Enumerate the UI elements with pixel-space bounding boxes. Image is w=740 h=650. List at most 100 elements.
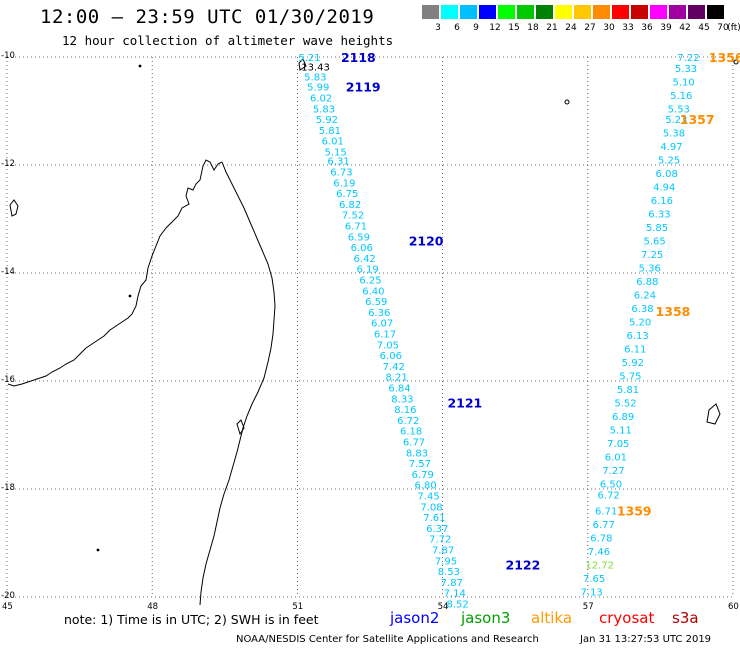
wave-height-value: 6.08: [656, 169, 678, 180]
legend-swatch: [441, 5, 458, 19]
wave-height-value: 5.92: [622, 358, 644, 369]
wave-height-value: 6.50: [600, 480, 622, 491]
legend-label: 6: [454, 23, 460, 33]
wave-height-value: 6.38: [631, 304, 653, 315]
islet: [9, 199, 19, 217]
wave-height-value: 8.53: [438, 567, 460, 578]
wave-height-value: 7.57: [409, 459, 431, 470]
legend-swatch: [593, 5, 610, 19]
wave-height-value: 7.05: [377, 340, 399, 351]
legend-label: 3: [435, 23, 441, 33]
wave-height-value: 5.65: [643, 237, 665, 248]
pass-time-label: 2121: [447, 396, 482, 411]
wave-height-value: 7.52: [342, 211, 364, 222]
wave-height-value: 5.85: [646, 223, 668, 234]
satellite-s3a-label: s3a: [672, 609, 699, 627]
wave-height-value: 7.87: [441, 578, 463, 589]
wave-height-value: 6.01: [605, 453, 627, 464]
legend-swatch: [479, 5, 496, 19]
satellite-jason2-label: jason2: [390, 609, 440, 627]
islet: [236, 419, 245, 436]
footnote: note: 1) Time is in UTC; 2) SWH is in fe…: [64, 612, 319, 627]
wave-height-value: 6.88: [636, 277, 658, 288]
wave-height-value: 5.10: [673, 77, 695, 88]
islet: [298, 58, 307, 71]
islet: [128, 294, 132, 298]
legend-swatch: [536, 5, 553, 19]
wave-height-value: 7.65: [583, 574, 605, 585]
wave-height-value: 7.42: [383, 362, 405, 373]
wave-height-value: 12.72: [585, 561, 614, 572]
latitude-tick-label: -18: [1, 483, 15, 493]
longitude-tick-label: 57: [582, 602, 594, 612]
longitude-tick-label: 60: [728, 602, 739, 612]
legend-swatch: [612, 5, 629, 19]
legend-label: 33: [622, 23, 634, 33]
wave-height-value: 6.06: [351, 243, 373, 254]
longitude-tick-label: 54: [437, 602, 449, 612]
wave-height-value: 6.31: [327, 157, 349, 168]
wave-height-value: 5.83: [313, 104, 335, 115]
latitude-tick-label: -14: [1, 267, 15, 277]
wave-height-value: 4.97: [660, 142, 682, 153]
islet: [138, 64, 142, 68]
legend-label: 70: [717, 23, 729, 33]
wave-height-value: 7.61: [423, 513, 445, 524]
wave-height-value: 5.36: [639, 264, 661, 275]
wave-height-value: 6.25: [359, 275, 381, 286]
wave-height-value: 8.52: [446, 599, 468, 610]
wave-height-value: 6.40: [362, 286, 384, 297]
coastline: [7, 58, 739, 606]
wave-height-value: 6.01: [322, 137, 344, 148]
wave-height-value: 6.80: [415, 481, 437, 492]
pass-time-label: 1359: [617, 504, 652, 519]
wave-height-value: 6.37: [426, 524, 448, 535]
lat-lon-grid: [6, 56, 734, 598]
legend-label: 45: [698, 23, 710, 33]
wave-height-value: 5.83: [304, 72, 326, 83]
legend-label: 21: [546, 23, 558, 33]
generated-timestamp: Jan 31 13:27:53 UTC 2019: [580, 634, 712, 645]
wave-height-value: 6.33: [648, 210, 670, 221]
wave-height-value: 5.20: [629, 318, 651, 329]
satellite-cryosat-label: cryosat: [599, 609, 655, 627]
wave-height-value: 5.53: [668, 104, 690, 115]
wave-height-value: 8.16: [394, 405, 416, 416]
pass-time-label: 2120: [409, 234, 444, 249]
wave-height-value: 6.75: [336, 189, 358, 200]
wave-height-value: 6.59: [348, 232, 370, 243]
wave-height-value: 7.22: [677, 53, 699, 64]
wave-height-value: 6.89: [612, 412, 634, 423]
wave-height-value: 6.82: [339, 200, 361, 211]
legend-label: 36: [641, 23, 653, 33]
islet: [96, 548, 100, 552]
legend-unit: (ft): [727, 23, 740, 33]
wave-height-value: 5.81: [319, 126, 341, 137]
legend-label: 18: [527, 23, 539, 33]
latitude-tick-label: -16: [1, 375, 15, 385]
wave-height-value: 6.72: [597, 490, 619, 501]
longitude-tick-label: 48: [147, 602, 159, 612]
wave-height-value: 8.83: [406, 448, 428, 459]
wave-height-value: 7.25: [641, 250, 663, 261]
legend-swatch: [460, 5, 477, 19]
longitude-tick-label: 45: [2, 602, 13, 612]
legend-label: 39: [660, 23, 672, 33]
wave-height-value: 6.59: [365, 297, 387, 308]
wave-height-value: 6.73: [330, 167, 352, 178]
wave-height-value: 6.06: [380, 351, 402, 362]
wave-height-value: 5.52: [614, 399, 636, 410]
wave-height-value: 6.79: [412, 470, 434, 481]
legend-swatch: [707, 5, 724, 19]
wave-height-value: 5.15: [325, 148, 347, 159]
wave-height-value: 6.72: [397, 416, 419, 427]
wave-height-points: 5.2113.435.835.996.025.835.925.816.015.1…: [298, 50, 740, 610]
wave-height-value: 6.13: [627, 331, 649, 342]
wave-height-value: 6.17: [374, 329, 396, 340]
wave-height-value: 6.71: [595, 507, 617, 518]
wave-height-value: 5.92: [316, 115, 338, 126]
wave-height-value: 5.33: [675, 64, 697, 75]
pass-time-label: 1358: [656, 304, 691, 319]
wave-height-value: 7.05: [607, 439, 629, 450]
